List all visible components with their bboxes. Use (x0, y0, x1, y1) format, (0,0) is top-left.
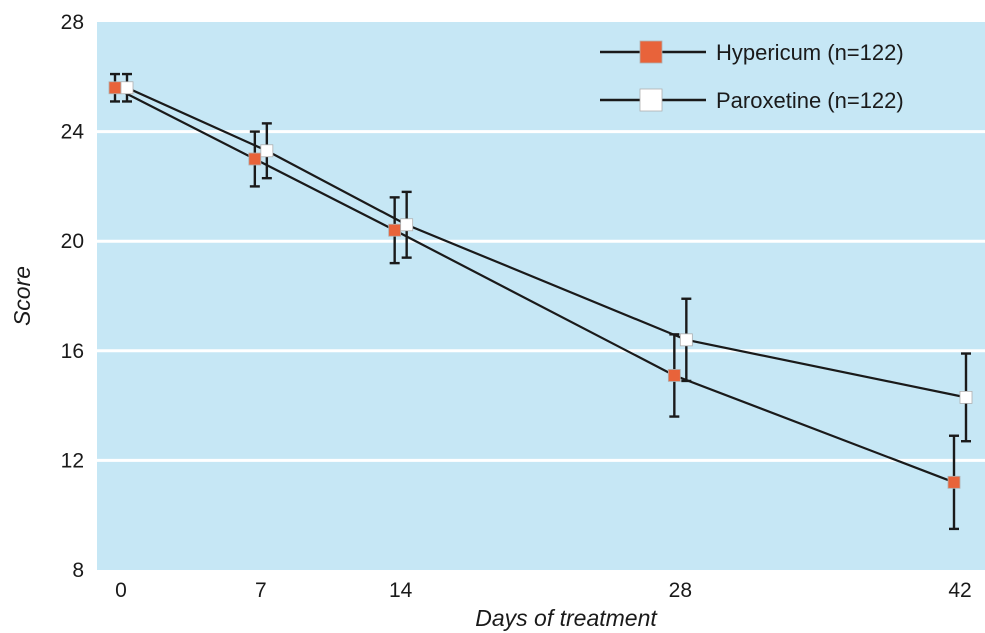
y-axis-title: Score (9, 266, 35, 326)
gridlines (97, 130, 985, 462)
data-point (260, 144, 274, 158)
data-point (667, 369, 681, 382)
y-tick-label: 24 (61, 121, 85, 144)
series-2 (120, 72, 973, 443)
data-point (108, 81, 122, 95)
x-tick-label: 42 (948, 579, 971, 602)
x-tick-label: 14 (389, 579, 413, 602)
series-1 (108, 72, 961, 531)
data-point (400, 218, 414, 232)
data-point (679, 333, 693, 347)
legend-label: Hypericum (n=122) (716, 40, 904, 65)
series-layer (108, 72, 973, 531)
data-point (120, 81, 134, 95)
data-point (248, 152, 262, 166)
y-tick-label: 8 (72, 559, 84, 582)
legend-marker (639, 88, 663, 112)
y-tick-label: 16 (61, 340, 84, 363)
plot-background (97, 22, 985, 570)
data-point (388, 223, 402, 237)
x-tick-labels: 0 7 14 28 42 (115, 579, 972, 602)
x-tick-label: 0 (115, 579, 127, 602)
legend: Hypericum (n=122) Paroxetine (n=122) (600, 40, 904, 113)
data-point (959, 390, 973, 404)
x-axis-title: Days of treatment (475, 605, 658, 631)
y-tick-labels: 8 12 16 20 24 28 (61, 11, 85, 582)
legend-label: Paroxetine (n=122) (716, 88, 904, 113)
y-tick-label: 12 (61, 449, 84, 472)
y-tick-label: 28 (61, 11, 84, 34)
y-tick-label: 20 (61, 230, 84, 253)
x-tick-label: 28 (669, 579, 692, 602)
data-point (947, 475, 961, 489)
legend-marker (639, 40, 663, 64)
x-tick-label: 7 (255, 579, 267, 602)
